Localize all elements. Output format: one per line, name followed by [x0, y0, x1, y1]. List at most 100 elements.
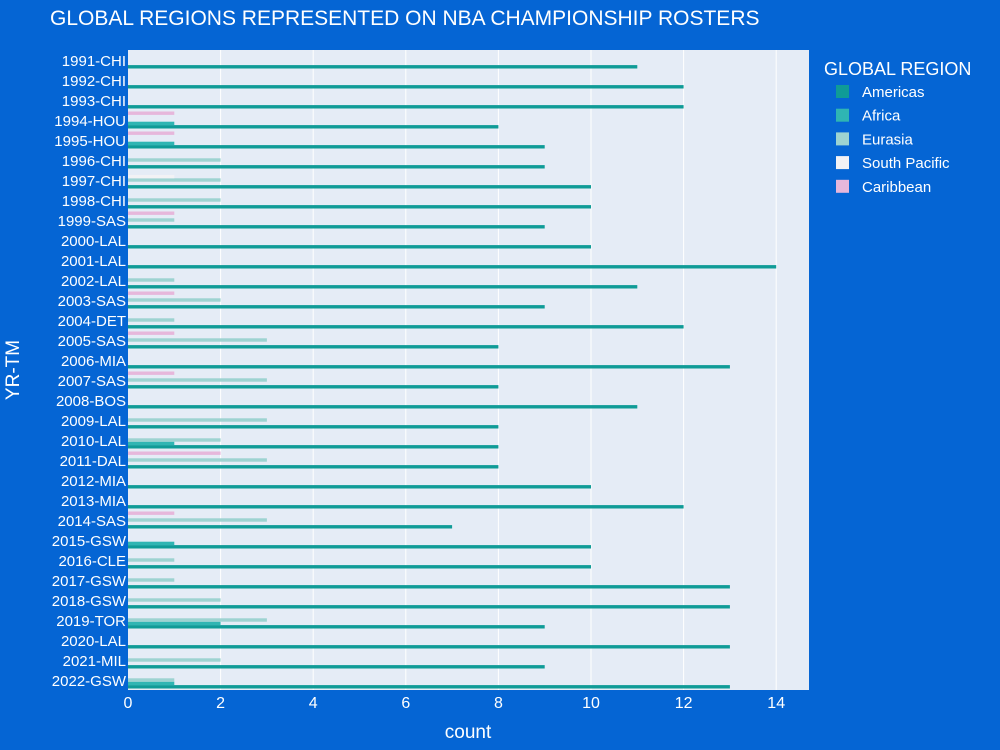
bar-americas: [128, 545, 591, 549]
x-tick-label: 14: [767, 695, 785, 712]
bar-eurasia: [128, 298, 221, 302]
x-tick-label: 0: [124, 695, 133, 712]
bar-americas: [128, 485, 591, 489]
bar-caribbean: [128, 291, 175, 295]
bar-caribbean: [128, 131, 175, 135]
y-tick-label: 1992-CHI: [62, 73, 126, 90]
bar-eurasia: [128, 318, 175, 322]
x-tick-label: 6: [401, 695, 410, 712]
x-tick-label: 8: [494, 695, 503, 712]
bar-americas: [128, 265, 777, 269]
bar-caribbean: [128, 211, 175, 215]
bars: [128, 65, 777, 689]
bar-eurasia: [128, 678, 175, 682]
x-tick-label: 12: [675, 695, 693, 712]
y-tick-label: 2022-GSW: [52, 673, 127, 690]
y-tick-label: 2000-LAL: [61, 233, 126, 250]
bar-americas: [128, 405, 638, 409]
y-tick-label: 2018-GSW: [52, 593, 127, 610]
y-tick-label: 2005-SAS: [58, 333, 126, 350]
y-tick-label: 1998-CHI: [62, 193, 126, 210]
bar-caribbean: [128, 371, 175, 375]
y-tick-label: 2009-LAL: [61, 413, 126, 430]
chart-title: GLOBAL REGIONS REPRESENTED ON NBA CHAMPI…: [50, 7, 760, 30]
y-tick-label: 2001-LAL: [61, 253, 126, 270]
bar-americas: [128, 205, 591, 209]
legend: GLOBAL REGION Americas Africa Eurasia South…: [824, 59, 971, 196]
gridlines: [220, 50, 777, 690]
bar-americas: [128, 245, 591, 249]
bar-eurasia: [128, 178, 221, 182]
legend-swatch: [836, 156, 849, 170]
bar-eurasia: [128, 278, 175, 282]
bar-africa: [128, 121, 175, 126]
bar-americas: [128, 565, 591, 569]
y-tick-label: 2002-LAL: [61, 273, 126, 290]
bar-americas: [128, 185, 591, 189]
x-tick-label: 2: [216, 695, 225, 712]
y-axis-label: YR-TM: [3, 340, 24, 400]
bar-americas: [128, 665, 545, 669]
y-tick-labels: 1991-CHI 1992-CHI 1993-CHI 1994-HOU 1995-HOU…: [52, 53, 127, 690]
bar-americas: [128, 125, 499, 129]
bar-eurasia: [128, 418, 267, 422]
legend-item-label: South Pacific: [862, 155, 950, 172]
bar-eurasia: [128, 578, 175, 582]
bar-africa: [128, 141, 175, 146]
y-tick-label: 2019-TOR: [56, 613, 126, 630]
bar-caribbean: [128, 451, 221, 455]
bar-americas: [128, 605, 730, 609]
y-tick-label: 2015-GSW: [52, 533, 127, 550]
legend-title: GLOBAL REGION: [824, 59, 971, 79]
y-tick-label: 1996-CHI: [62, 153, 126, 170]
bar-eurasia: [128, 338, 267, 342]
bar-americas: [128, 365, 730, 369]
bar-americas: [128, 585, 730, 589]
legend-item-label: Africa: [862, 108, 901, 125]
bar-americas: [128, 345, 499, 349]
x-axis-label: count: [445, 722, 492, 743]
y-tick-label: 2021-MIL: [63, 653, 126, 670]
bar-americas: [128, 305, 545, 309]
bar-caribbean: [128, 331, 175, 335]
bar-eurasia: [128, 618, 267, 622]
bar-eurasia: [128, 658, 221, 662]
bar-africa: [128, 621, 221, 626]
bar-caribbean: [128, 111, 175, 115]
y-tick-label: 1999-SAS: [58, 213, 126, 230]
bar-eurasia: [128, 158, 221, 162]
legend-swatch: [836, 179, 849, 193]
x-tick-label: 4: [309, 695, 318, 712]
bar-americas: [128, 285, 638, 289]
y-tick-label: 2008-BOS: [56, 393, 126, 410]
y-tick-label: 1997-CHI: [62, 173, 126, 190]
bar-americas: [128, 425, 499, 429]
legend-item-label: Eurasia: [862, 131, 914, 148]
plot-area: [128, 50, 809, 690]
legend-swatch: [836, 132, 849, 146]
bar-africa: [128, 541, 175, 546]
y-tick-label: 2010-LAL: [61, 433, 126, 450]
x-tick-labels: 0 2 4 6 8 10 12 14: [124, 695, 786, 712]
y-tick-label: 2016-CLE: [58, 553, 126, 570]
bar-eurasia: [128, 438, 221, 442]
legend-swatch: [836, 85, 849, 98]
legend-swatch: [836, 108, 849, 122]
bar-americas: [128, 645, 730, 649]
y-tick-label: 2017-GSW: [52, 573, 127, 590]
y-tick-label: 2011-DAL: [60, 453, 126, 470]
bar-caribbean: [128, 511, 175, 515]
bar-americas: [128, 505, 684, 509]
y-tick-label: 2020-LAL: [61, 633, 126, 650]
bar-americas: [128, 385, 499, 389]
y-tick-label: 2006-MIA: [61, 353, 126, 370]
y-tick-label: 2003-SAS: [58, 293, 126, 310]
bar-eurasia: [128, 558, 175, 562]
y-tick-label: 2012-MIA: [61, 473, 126, 490]
bar-eurasia: [128, 458, 267, 462]
bar-americas: [128, 105, 684, 109]
bar-americas: [128, 465, 499, 469]
bar-south-pacific: [128, 174, 175, 179]
y-tick-label: 1995-HOU: [54, 133, 126, 150]
